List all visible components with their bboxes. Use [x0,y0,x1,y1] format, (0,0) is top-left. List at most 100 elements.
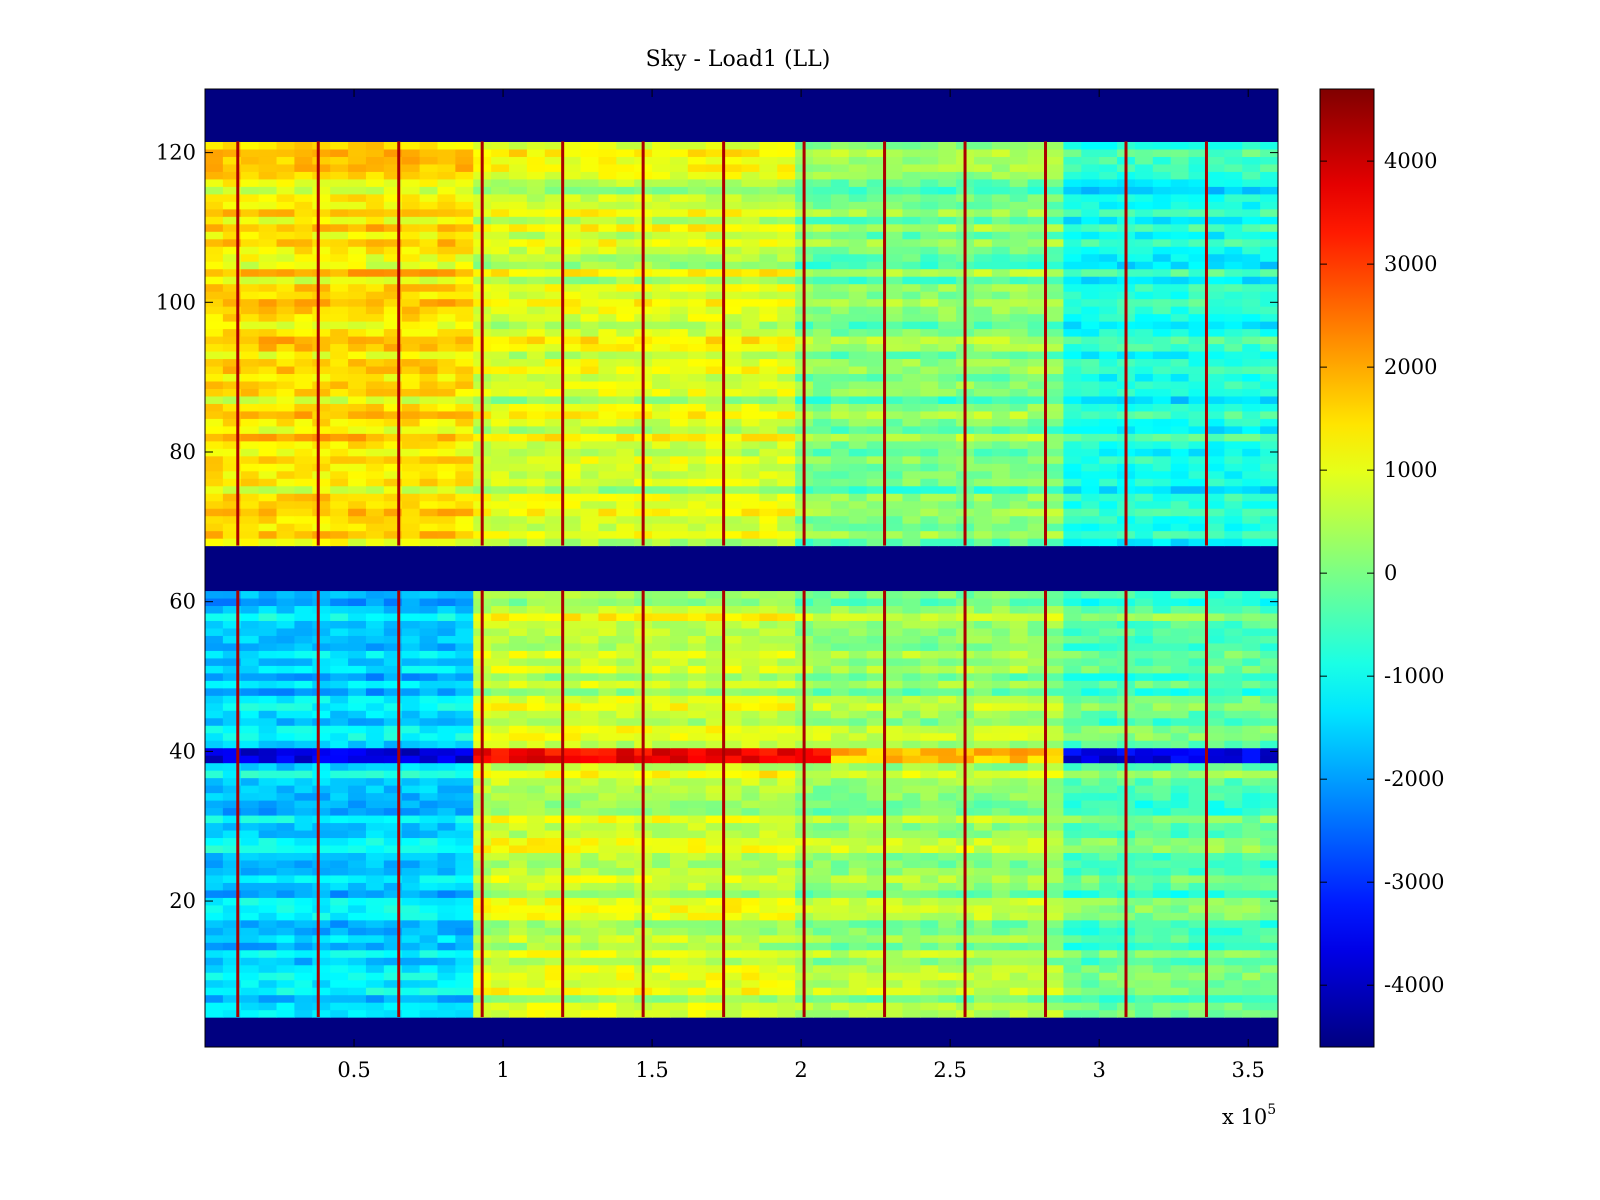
heatmap-cell [902,1009,921,1018]
heatmap-cell [830,957,850,966]
heatmap-cell [1081,395,1100,404]
heatmap-cell [705,747,725,756]
heatmap-cell [616,455,635,464]
heatmap-cell [1170,725,1190,734]
heatmap-cell [222,343,242,352]
heatmap-cell [491,755,510,764]
heatmap-cell [419,979,439,988]
heatmap-cell [419,747,439,756]
heatmap-cell [616,515,635,524]
heatmap-cell [222,695,242,704]
heatmap-cell [580,1002,600,1011]
heatmap-cell [330,1009,349,1018]
heatmap-cell [222,620,242,629]
heatmap-cell [848,994,868,1003]
heatmap-cell [348,800,367,809]
heatmap-cell [294,478,313,487]
heatmap-cell [348,380,367,389]
heatmap-cell [813,859,832,868]
heatmap-cell [205,785,224,794]
heatmap-cell [1224,994,1243,1003]
heatmap-cell [455,687,474,696]
heatmap-cell [491,717,510,726]
heatmap-cell [1206,500,1225,509]
heatmap-cell [294,508,313,517]
heatmap-cell [1224,785,1243,794]
heatmap-cell [1188,1009,1208,1018]
heatmap-cell [652,642,671,651]
heatmap-cell [830,470,850,479]
heatmap-cell [866,710,886,719]
heatmap-cell [973,1002,993,1011]
heatmap-cell [705,373,725,382]
heatmap-cell [222,403,242,412]
heatmap-cell [365,770,385,779]
heatmap-cell [598,612,617,621]
heatmap-cell [652,388,671,397]
heatmap-cell [1063,702,1082,711]
heatmap-cell [652,590,671,599]
heatmap-cell [294,425,313,434]
heatmap-cell [562,358,582,367]
heatmap-cell [1045,927,1064,936]
heatmap-cell [383,612,403,621]
heatmap-cell [1242,612,1261,621]
heatmap-cell [759,463,778,472]
heatmap-cell [866,919,886,928]
heatmap-cell [1152,859,1172,868]
heatmap-cell [401,717,421,726]
heatmap-cell [419,725,439,734]
heatmap-cell [222,350,242,360]
heatmap-cell [330,388,349,397]
heatmap-cell [830,635,850,644]
heatmap-cell [222,395,242,404]
heatmap-cell [205,800,224,809]
heatmap-cell [401,373,421,382]
heatmap-cell [1152,433,1172,442]
heatmap-cell [1045,665,1064,674]
heatmap-cell [258,657,278,666]
heatmap-cell [777,732,796,741]
heatmap-cell [365,665,385,674]
heatmap-cell [258,800,278,809]
heatmap-cell [348,418,367,427]
heatmap-cell [240,500,260,509]
heatmap-cell [1152,493,1172,502]
heatmap-cell [1152,792,1172,801]
heatmap-cell [330,732,349,741]
heatmap-cell [938,425,957,434]
heatmap-cell [938,979,957,988]
heatmap-cell [1063,500,1082,509]
heatmap-cell [1242,867,1261,876]
heatmap-cell [741,829,760,839]
heatmap-cell [383,388,403,397]
heatmap-cell [1045,785,1064,794]
heatmap-cell [1242,710,1261,719]
heatmap-cell [205,762,224,771]
heatmap-cell [687,605,707,614]
heatmap-cell [1206,448,1225,457]
heatmap-cell [1009,807,1029,816]
heatmap-cell [526,687,546,696]
heatmap-cell [1027,470,1047,479]
heatmap-cell [1188,732,1208,741]
heatmap-cell [509,672,528,681]
heatmap-cell [205,1009,224,1018]
heatmap-cell [669,822,689,831]
heatmap-cell [580,717,600,726]
heatmap-cell [240,418,260,427]
heatmap-cell [419,770,439,779]
heatmap-cell [348,597,367,607]
heatmap-cell [813,433,832,442]
heatmap-cell [741,800,760,809]
heatmap-cell [598,650,617,659]
heatmap-cell [526,994,546,1003]
heatmap-cell [383,597,403,607]
heatmap-cell [1045,859,1064,868]
heatmap-cell [884,418,904,427]
heatmap-cell [348,523,367,532]
heatmap-cell [705,425,725,434]
heatmap-cell [920,672,939,681]
heatmap-cell [1242,672,1261,681]
heatmap-cell [1152,889,1172,898]
